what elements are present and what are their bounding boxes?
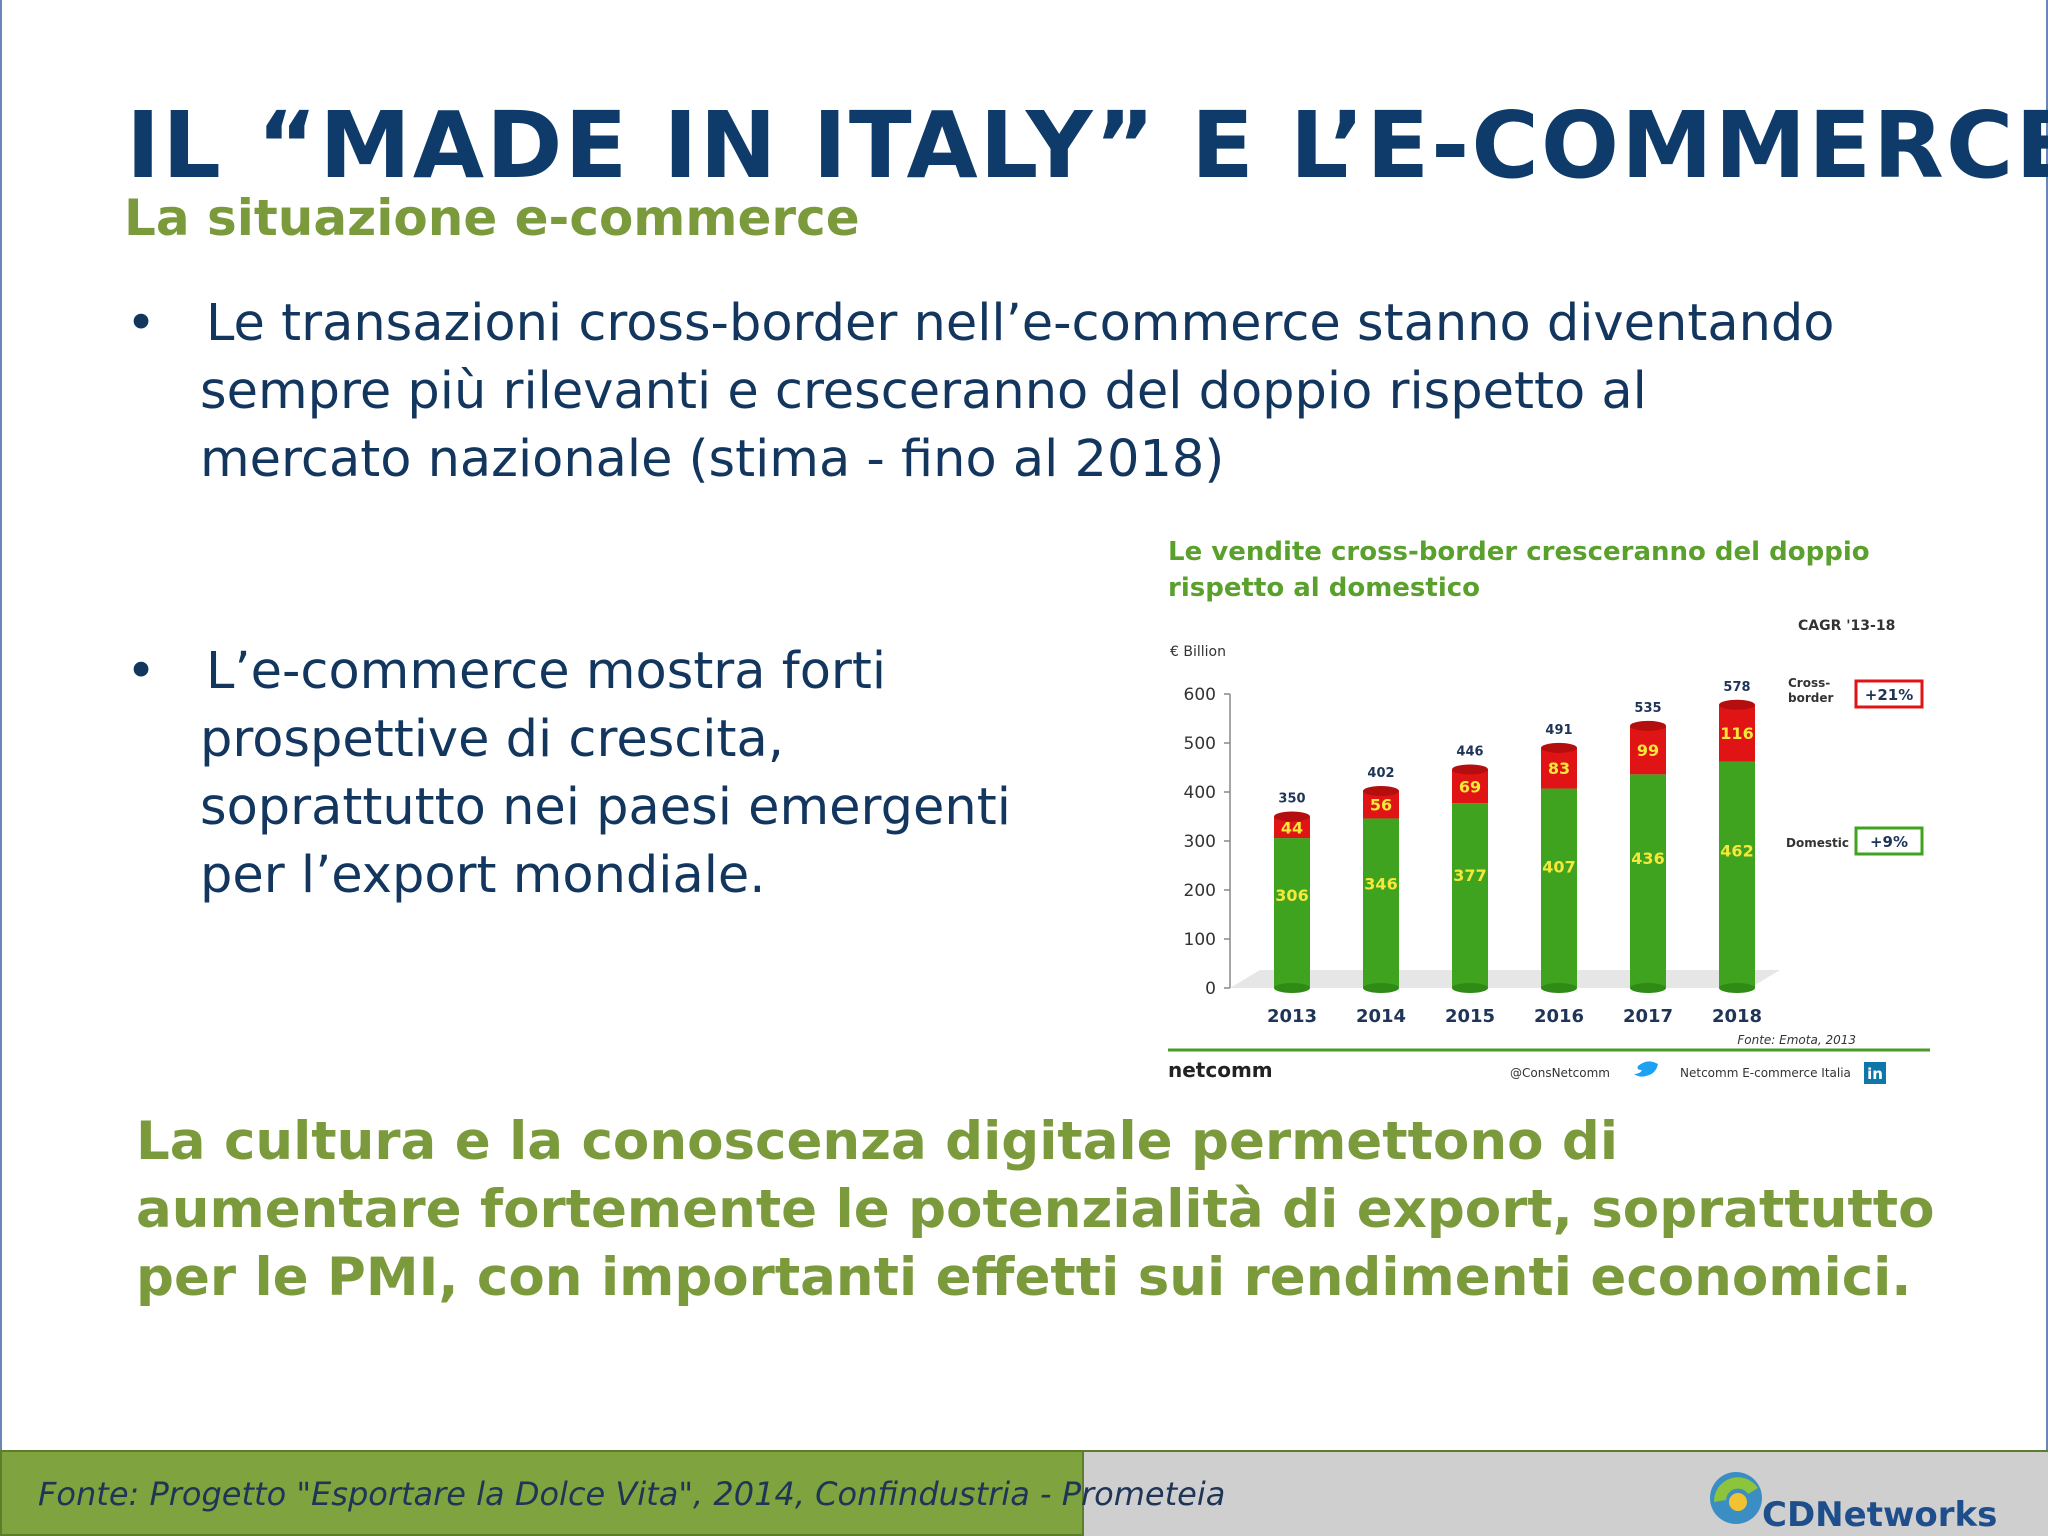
bar-total-label: 446 bbox=[1456, 744, 1483, 759]
legend-cross-border-cagr: +21% bbox=[1865, 686, 1913, 704]
bar-domestic-label: 306 bbox=[1275, 886, 1308, 905]
chart-legend: Cross- border +21% Domestic +9% bbox=[1786, 676, 1924, 856]
chart-source: Fonte: Emota, 2013 bbox=[1737, 1033, 1856, 1047]
chart-cagr-header: CAGR '13-18 bbox=[1798, 618, 1895, 634]
bar-cross-border-label: 83 bbox=[1548, 759, 1570, 778]
y-tick-label: 0 bbox=[1205, 979, 1216, 999]
bar-domestic-label: 462 bbox=[1720, 842, 1753, 861]
y-tick-label: 400 bbox=[1184, 783, 1216, 803]
bar-domestic bbox=[1452, 803, 1488, 988]
y-tick-label: 100 bbox=[1184, 930, 1216, 950]
bar-domestic-base bbox=[1452, 983, 1488, 993]
twitter-icon bbox=[1634, 1061, 1658, 1077]
footer-logo-text: CDNetworks bbox=[1762, 1495, 1998, 1535]
bullet-cross-border-line1: Le transazioni cross-border nell’e-comme… bbox=[206, 294, 1835, 353]
bar-cross-border bbox=[1630, 725, 1666, 775]
bar-cross-border-top bbox=[1630, 720, 1666, 731]
legend-cross-border-box bbox=[1854, 679, 1924, 709]
bar-total-label: 535 bbox=[1634, 701, 1661, 716]
bar-cross-border-top bbox=[1541, 742, 1577, 753]
bullet-dot-icon: • bbox=[126, 642, 157, 701]
bar-domestic-base bbox=[1541, 983, 1577, 993]
x-tick-label: 2018 bbox=[1712, 1006, 1762, 1027]
bar-cross-border-top bbox=[1452, 764, 1488, 775]
chart-unit-label: € Billion bbox=[1170, 644, 1226, 660]
bar-domestic-label: 407 bbox=[1542, 857, 1575, 876]
bar-cross-border bbox=[1274, 816, 1310, 839]
x-tick-label: 2015 bbox=[1445, 1006, 1495, 1027]
bar-cross-border bbox=[1541, 747, 1577, 789]
y-tick-label: 200 bbox=[1184, 881, 1216, 901]
bar-domestic bbox=[1363, 818, 1399, 988]
bar-domestic-label: 377 bbox=[1453, 866, 1486, 885]
chart-background bbox=[1140, 530, 1940, 1090]
x-tick-label: 2014 bbox=[1356, 1006, 1406, 1027]
bar-domestic bbox=[1541, 788, 1577, 988]
bar-domestic-base bbox=[1630, 983, 1666, 993]
stacked-bar-chart: Le vendite cross-border cresceranno del … bbox=[1140, 530, 1940, 1090]
legend-cross-border-label: Cross- bbox=[1788, 676, 1830, 690]
bullet-growth-text: L’e-commerce mostra forti prospettive di… bbox=[200, 642, 1011, 905]
footer-logo-bar bbox=[1084, 1450, 2048, 1536]
bar-cross-border-label: 69 bbox=[1459, 777, 1481, 796]
bar-total-label: 350 bbox=[1278, 792, 1305, 807]
chart-brand-logo: netcomm bbox=[1168, 1058, 1273, 1082]
x-tick-label: 2016 bbox=[1534, 1006, 1584, 1027]
chart-title-line1: Le vendite cross-border cresceranno del … bbox=[1168, 537, 1870, 567]
slide-title: IL “MADE IN ITALY” E L’E-COMMERCE bbox=[126, 92, 2048, 199]
bar-total-label: 491 bbox=[1545, 723, 1572, 738]
chart-title-line2: rispetto al domestico bbox=[1168, 573, 1480, 603]
bar-domestic bbox=[1719, 761, 1755, 988]
bar-total-label: 402 bbox=[1367, 766, 1394, 781]
bar-cross-border-label: 44 bbox=[1281, 818, 1303, 837]
bullet-dot-icon: • bbox=[126, 294, 157, 353]
bar-cross-border-top bbox=[1719, 699, 1755, 710]
y-tick-label: 600 bbox=[1184, 685, 1216, 705]
legend-domestic-label: Domestic bbox=[1786, 836, 1849, 850]
legend-domestic-cagr: +9% bbox=[1870, 833, 1908, 851]
chart-x-axis: 2013 2014 2015 2016 2017 2018 bbox=[1267, 1006, 1762, 1027]
bullet-cross-border-rest: sempre più rilevanti e cresceranno del d… bbox=[200, 362, 1647, 489]
bar-domestic bbox=[1274, 838, 1310, 988]
bar-total-label: 578 bbox=[1723, 680, 1750, 695]
bar-domestic bbox=[1630, 774, 1666, 988]
legend-domestic-box bbox=[1854, 826, 1924, 856]
bar-cross-border-label: 56 bbox=[1370, 796, 1392, 815]
bar-domestic-base bbox=[1719, 983, 1755, 993]
bullet-cross-border: • Le transazioni cross-border nell’e-com… bbox=[126, 290, 1840, 494]
bar-cross-border bbox=[1719, 704, 1755, 762]
bar-domestic-label: 436 bbox=[1631, 849, 1664, 868]
linkedin-icon bbox=[1864, 1062, 1886, 1084]
bar-cross-border-top bbox=[1274, 811, 1310, 822]
footer-source-bar bbox=[0, 1450, 1084, 1536]
chart-image: Le vendite cross-border cresceranno del … bbox=[1140, 530, 1940, 1090]
chart-floor bbox=[1230, 970, 1780, 988]
slide-frame-right bbox=[2046, 0, 2048, 1450]
bar-domestic-base bbox=[1363, 983, 1399, 993]
slide-subtitle: La situazione e-commerce bbox=[124, 189, 860, 247]
conclusion-text: La cultura e la conoscenza digitale perm… bbox=[136, 1111, 1935, 1308]
bar-cross-border bbox=[1452, 769, 1488, 804]
bar-domestic-base bbox=[1274, 983, 1310, 993]
y-tick-label: 500 bbox=[1184, 734, 1216, 754]
slide-frame-left bbox=[0, 0, 2, 1450]
bar-domestic-label: 346 bbox=[1364, 875, 1397, 894]
y-tick-label: 300 bbox=[1184, 832, 1216, 852]
cdnetworks-logo-icon bbox=[1710, 1472, 1762, 1524]
x-tick-label: 2013 bbox=[1267, 1006, 1317, 1027]
legend-cross-border-label2: border bbox=[1788, 691, 1833, 705]
linkedin-icon-glyph: in bbox=[1867, 1065, 1883, 1083]
footer-source-text: Fonte: Progetto "Esportare la Dolce Vita… bbox=[38, 1475, 1226, 1513]
bullet-growth: • L’e-commerce mostra forti prospettive … bbox=[126, 638, 1060, 910]
chart-linkedin-page: Netcomm E-commerce Italia bbox=[1680, 1066, 1851, 1080]
chart-bars: 306 44 350 346 56 402 377 69 446 407 83 491 436 99 535… bbox=[1274, 680, 1755, 993]
bar-cross-border-top bbox=[1363, 786, 1399, 797]
chart-twitter-handle: @ConsNetcomm bbox=[1510, 1066, 1610, 1080]
bar-cross-border-label: 116 bbox=[1720, 724, 1753, 743]
bar-cross-border-label: 99 bbox=[1637, 741, 1659, 760]
x-tick-label: 2017 bbox=[1623, 1006, 1673, 1027]
